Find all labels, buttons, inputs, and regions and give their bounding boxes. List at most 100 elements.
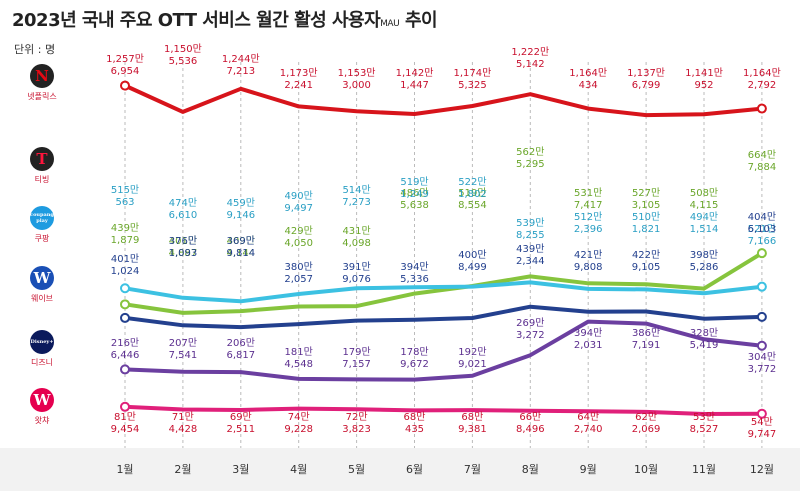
x-tick-label: 9월 <box>580 463 597 476</box>
brand-label: 웨이브 <box>30 294 54 303</box>
data-label: 81만 <box>114 411 136 423</box>
data-label: 1,879 <box>111 235 140 246</box>
data-label: 304만 <box>748 351 776 363</box>
data-label: 8,499 <box>458 262 487 273</box>
brand-watcha: W 왓챠 <box>12 388 72 426</box>
series-marker <box>756 281 767 292</box>
data-label: 435 <box>405 424 424 435</box>
data-label: 1,514 <box>690 224 719 235</box>
data-label: 2,511 <box>226 424 255 435</box>
data-label: 54만 <box>751 416 773 428</box>
data-label: 6,610 <box>169 210 198 221</box>
data-label: 459만 <box>227 197 255 209</box>
data-label: 5,638 <box>400 200 429 211</box>
data-label: 1,150만 <box>164 43 202 55</box>
data-label: 514만 <box>342 184 370 196</box>
data-label: 9,146 <box>226 210 255 221</box>
data-label: 1,821 <box>632 224 661 235</box>
series-marker <box>120 80 130 91</box>
data-label: 179만 <box>342 346 370 358</box>
data-label: 9,105 <box>632 262 661 273</box>
data-label: 439만 <box>111 222 139 234</box>
data-label: 7,541 <box>169 350 198 361</box>
wavve-logo-icon: W <box>30 266 54 290</box>
data-label: 8,527 <box>690 424 719 435</box>
data-label: 7,884 <box>748 162 777 173</box>
data-label: 3,000 <box>342 80 371 91</box>
data-label: 391만 <box>342 261 370 273</box>
coupang-play-logo-icon: coupang play <box>30 206 54 230</box>
data-label: 206만 <box>227 337 255 349</box>
data-label: 6,446 <box>111 350 140 361</box>
data-label: 9,814 <box>226 248 255 259</box>
data-label: 400만 <box>458 249 486 261</box>
data-label: 5,536 <box>169 56 198 67</box>
data-label: 4,098 <box>342 238 371 249</box>
data-label: 1,174만 <box>453 67 491 79</box>
x-axis-band <box>0 448 800 491</box>
data-label: 474만 <box>169 197 197 209</box>
data-label: 439만 <box>516 243 544 255</box>
data-label: 531만 <box>574 187 602 199</box>
data-label: 4,144 <box>226 248 255 259</box>
data-label: 9,808 <box>574 262 603 273</box>
data-label: 486만 <box>400 187 428 199</box>
data-label: 1,447 <box>400 80 429 91</box>
watcha-logo-icon: W <box>30 388 54 412</box>
data-label: 4,548 <box>284 359 313 370</box>
data-label: 8,554 <box>458 200 487 211</box>
data-label: 4,050 <box>284 238 313 249</box>
data-label: 519만 <box>400 176 428 188</box>
data-label: 9,747 <box>748 429 777 440</box>
data-label: 7,273 <box>342 197 371 208</box>
data-label: 1,173만 <box>280 67 318 79</box>
data-label: 3,272 <box>516 330 545 341</box>
x-tick-label: 5월 <box>348 463 365 476</box>
x-tick-label: 2월 <box>174 463 191 476</box>
data-label: 434 <box>579 80 598 91</box>
data-label: 512만 <box>574 211 602 223</box>
data-label: 519만 <box>458 187 486 199</box>
unit-label: 단위 : 명 <box>14 43 56 56</box>
data-label: 72만 <box>346 411 368 423</box>
data-label: 1,257만 <box>106 53 144 65</box>
data-label: 5,419 <box>690 340 719 351</box>
data-label: 562만 <box>516 146 544 158</box>
brand-label: 티빙 <box>34 175 50 184</box>
data-label: 1,024 <box>111 266 140 277</box>
data-label: 6,103 <box>748 224 777 235</box>
data-label: 53만 <box>693 411 715 423</box>
data-label: 9,497 <box>284 203 313 214</box>
data-label: 409만 <box>227 235 255 247</box>
data-label: 6,799 <box>632 80 661 91</box>
series-marker <box>120 299 130 310</box>
data-label: 62만 <box>635 411 657 423</box>
data-label: 5,142 <box>516 59 545 70</box>
brand-label: 넷플릭스 <box>27 92 57 101</box>
data-label: 7,157 <box>342 359 371 370</box>
data-label: 9,672 <box>400 359 429 370</box>
data-label: 1,802 <box>458 189 487 200</box>
brand-coupang: coupang play 쿠팡 <box>12 206 72 244</box>
data-label: 3,772 <box>748 364 777 375</box>
data-label: 3,823 <box>342 424 371 435</box>
data-label: 664만 <box>748 149 776 161</box>
series-line-4 <box>123 319 764 382</box>
data-label: 4,887 <box>169 248 198 259</box>
data-label: 181만 <box>285 346 313 358</box>
title-suffix: MAU <box>380 19 400 29</box>
series-line-1 <box>123 251 764 315</box>
data-label: 1,137만 <box>627 67 665 79</box>
data-label: 68만 <box>404 411 426 423</box>
data-label: 192만 <box>458 346 486 358</box>
data-label: 74만 <box>288 411 310 423</box>
data-label: 401만 <box>111 253 139 265</box>
brand-netflix: N 넷플릭스 <box>12 64 72 102</box>
data-label: 178만 <box>400 346 428 358</box>
data-label: 522만 <box>458 176 486 188</box>
data-label: 2,031 <box>574 340 603 351</box>
data-label: 64만 <box>577 411 599 423</box>
brand-label: 디즈니 <box>30 358 54 367</box>
data-label: 69만 <box>230 411 252 423</box>
